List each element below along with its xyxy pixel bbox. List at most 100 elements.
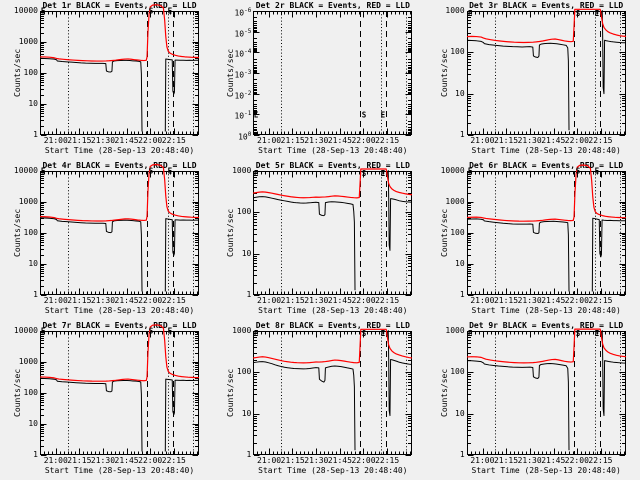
events-line [164, 58, 199, 132]
axis-ticks [254, 331, 412, 456]
marker-letter: E [467, 9, 472, 18]
y-tick-label: 10 [28, 259, 38, 268]
y-tick-label: 1000 [18, 37, 38, 46]
x-tick-label: 21:45 [541, 456, 566, 465]
y-tick-label: 10000 [13, 166, 38, 175]
x-axis-label: Start Time (28-Sep-13 20:48:40) [471, 466, 621, 475]
axis-ticks [467, 11, 625, 136]
marker-letter: E [381, 111, 386, 120]
axes-frame [40, 171, 199, 295]
x-tick-label: 21:00 [257, 296, 282, 305]
events-line [40, 57, 143, 132]
y-tick-label: 10 [455, 408, 465, 418]
x-axis-label: Start Time (28-Sep-13 20:48:40) [258, 306, 408, 315]
events-line [601, 330, 626, 417]
events-line [164, 218, 199, 292]
plot-cell: Det 7r BLACK = Events, RED = LLD Counts/… [0, 320, 213, 480]
x-tick-label: 21:15 [67, 296, 92, 305]
axes-frame [253, 331, 413, 455]
x-tick-label: 22:15 [375, 456, 400, 465]
x-tick-label: 21:00 [43, 456, 68, 465]
plot-cell: Det 5r BLACK = Events, RED = LLD Counts/… [213, 160, 426, 320]
y-tick-label: 1 [459, 130, 465, 139]
y-tick-label: 100 [236, 367, 252, 377]
marker-letter: E [41, 327, 46, 336]
events-line [40, 377, 143, 452]
lld-line [253, 328, 413, 364]
y-tick-label: 1 [33, 130, 38, 139]
y-tick-label: 10 [455, 259, 465, 268]
x-tick-label: 21:45 [541, 296, 566, 305]
x-tick-label: 22:00 [138, 456, 163, 465]
x-tick-label: 21:00 [470, 456, 495, 465]
x-tick-label: 22:00 [564, 296, 589, 305]
y-tick-label: 1000 [232, 166, 252, 175]
y-tick-label: 10000 [13, 6, 38, 15]
lld-line [466, 164, 626, 222]
lld-line [40, 4, 199, 62]
x-tick-label: 21:30 [517, 136, 542, 145]
marker-letter: S [575, 167, 580, 176]
x-tick-label: 22:00 [138, 136, 163, 145]
y-tick-label: 1000 [232, 326, 252, 335]
y-tick-label: 100 [450, 367, 465, 377]
y-tick-label: 1 [246, 290, 252, 299]
x-axis-label: Start Time (28-Sep-13 20:48:40) [44, 306, 195, 315]
y-tick-label: 100 [23, 228, 38, 237]
x-tick-label: 21:00 [470, 136, 495, 145]
x-tick-label: 22:00 [351, 296, 376, 305]
x-tick-label: 21:45 [114, 456, 139, 465]
x-tick-label: 22:00 [138, 296, 163, 305]
marker-letter: E [168, 167, 173, 176]
y-tick-label: 100 [238, 131, 252, 142]
x-tick-label: 22:00 [351, 136, 376, 145]
axis-ticks [41, 171, 198, 296]
axis-ticks [41, 331, 198, 456]
y-tick-label: 100 [236, 207, 252, 217]
axes-frame [466, 171, 626, 295]
plot-cell: Det 9r BLACK = Events, RED = LLD Counts/… [427, 320, 640, 480]
x-tick-label: 22:00 [351, 456, 376, 465]
y-tick-label: 10 [28, 99, 38, 108]
marker-letter: E [467, 167, 472, 176]
marker-letter: E [168, 7, 173, 16]
axes-frame [466, 11, 626, 135]
marker-letter: E [594, 9, 599, 18]
events-line [466, 218, 570, 292]
axis-ticks [254, 11, 412, 136]
y-tick-label: 10-3 [234, 69, 252, 80]
x-tick-label: 21:45 [327, 296, 352, 305]
axes-frame [466, 331, 626, 455]
marker-letter: E [594, 329, 599, 338]
x-tick-label: 21:15 [67, 456, 92, 465]
y-tick-label: 10 [241, 408, 252, 418]
marker-letter: E [254, 111, 259, 120]
x-tick-label: 21:45 [541, 136, 566, 145]
y-tick-label: 1000 [445, 6, 465, 15]
x-tick-label: 21:15 [280, 136, 305, 145]
y-axis-label: Counts/sec [439, 48, 449, 98]
plot-title: Det 6r BLACK = Events, RED = LLD [469, 161, 624, 170]
x-tick-label: 21:15 [493, 136, 519, 145]
plot-cell: Det 1r BLACK = Events, RED = LLD Counts/… [0, 0, 213, 160]
x-tick-label: 21:45 [327, 136, 352, 145]
x-tick-label: 21:00 [43, 136, 68, 145]
y-tick-label: 1 [459, 450, 465, 459]
x-tick-label: 21:45 [327, 456, 352, 465]
x-tick-label: 22:15 [375, 296, 400, 305]
y-tick-label: 1000 [445, 326, 465, 335]
y-tick-label: 1000 [18, 197, 38, 206]
y-tick-label: 10-5 [234, 27, 252, 39]
x-tick-label: 21:00 [257, 456, 282, 465]
marker-letter: S [362, 111, 367, 120]
plot-title: Det 3r BLACK = Events, RED = LLD [469, 1, 624, 10]
y-axis-label: Counts/sec [439, 368, 449, 418]
axes-frame [40, 11, 199, 135]
x-axis-label: Start Time (28-Sep-13 20:48:40) [471, 146, 621, 155]
